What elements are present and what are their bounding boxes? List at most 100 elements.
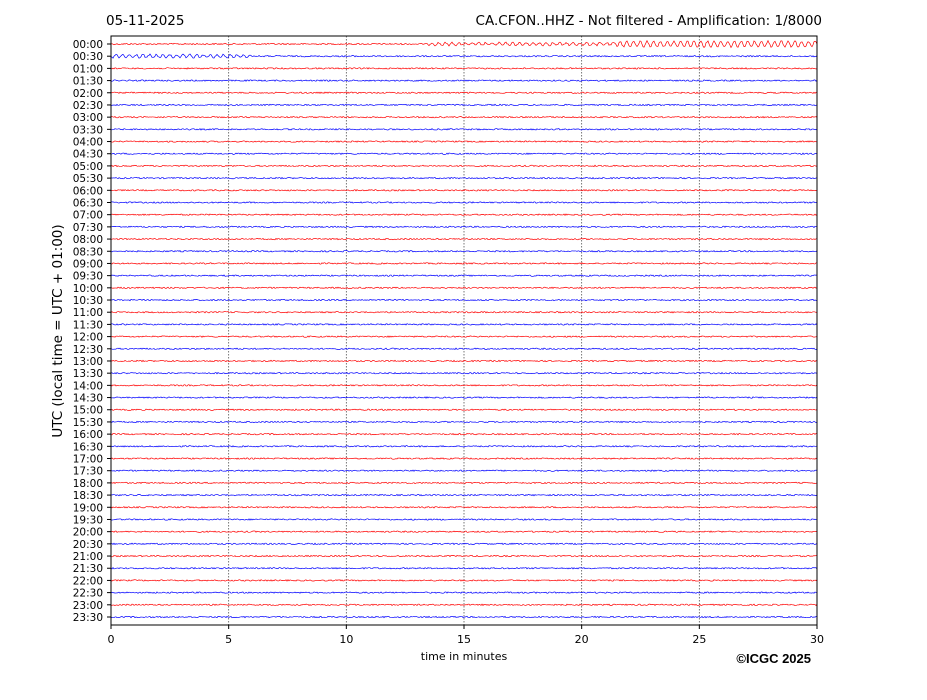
y-tick-label: 20:00 (73, 527, 103, 539)
trace-1900 (110, 506, 818, 509)
x-tick-label: 0 (108, 633, 115, 646)
x-tick-label: 30 (810, 633, 824, 646)
y-tick-label: 03:00 (73, 112, 103, 124)
trace-1700 (110, 457, 818, 460)
y-axis: 00:0000:3001:0001:3002:0002:3003:0003:30… (73, 39, 111, 624)
trace-0900 (110, 262, 818, 265)
trace-1500 (110, 408, 818, 411)
y-tick-label: 09:00 (73, 258, 103, 270)
trace-1230 (110, 347, 818, 350)
y-tick-label: 22:30 (73, 588, 103, 600)
trace-0930 (110, 274, 818, 277)
x-axis-label: time in minutes (421, 650, 508, 663)
y-tick-label: 10:00 (73, 283, 103, 295)
y-tick-label: 21:00 (73, 551, 103, 563)
trace-1100 (110, 311, 818, 314)
traces (110, 39, 818, 619)
trace-1000 (110, 286, 818, 290)
trace-1830 (110, 493, 818, 497)
trace-0500 (110, 164, 818, 168)
y-tick-label: 12:30 (73, 344, 103, 356)
y-tick-label: 19:00 (73, 502, 103, 514)
y-tick-label: 11:00 (73, 307, 103, 319)
trace-1730 (110, 469, 818, 472)
trace-0430 (110, 152, 818, 155)
trace-2300 (110, 603, 818, 607)
trace-2200 (110, 579, 818, 582)
y-tick-label: 16:30 (73, 441, 103, 453)
trace-2230 (110, 591, 818, 594)
x-axis: 0 5 10 15 20 25 30 (108, 625, 824, 646)
trace-0130 (110, 79, 818, 82)
y-tick-label: 05:00 (73, 161, 103, 173)
trace-0530 (110, 176, 818, 180)
x-tick-label: 10 (339, 633, 353, 646)
trace-0830 (110, 250, 818, 253)
y-tick-label: 08:00 (73, 234, 103, 246)
trace-0730 (110, 225, 818, 229)
y-tick-label: 20:30 (73, 539, 103, 551)
y-tick-label: 01:00 (73, 63, 103, 75)
y-tick-label: 19:30 (73, 514, 103, 526)
trace-1130 (110, 323, 818, 326)
y-tick-label: 06:00 (73, 185, 103, 197)
y-tick-label: 07:30 (73, 222, 103, 234)
y-tick-label: 06:30 (73, 197, 103, 209)
trace-1600 (110, 432, 818, 436)
x-tick-label: 5 (225, 633, 232, 646)
trace-1300 (110, 359, 818, 363)
y-axis-label: UTC (local time = UTC + 01:00) (50, 224, 66, 437)
y-tick-label: 10:30 (73, 295, 103, 307)
y-tick-label: 12:00 (73, 332, 103, 344)
x-tick-label: 25 (692, 633, 706, 646)
y-tick-label: 02:00 (73, 88, 103, 100)
y-tick-label: 07:00 (73, 210, 103, 222)
chart-title: CA.CFON..HHZ - Not filtered - Amplificat… (476, 13, 822, 29)
y-tick-label: 09:30 (73, 271, 103, 283)
y-tick-label: 00:00 (73, 39, 103, 51)
y-tick-label: 02:30 (73, 100, 103, 112)
trace-0230 (110, 103, 818, 107)
trace-0330 (110, 128, 818, 131)
y-tick-label: 16:00 (73, 429, 103, 441)
trace-0400 (110, 140, 818, 143)
copyright: ©ICGC 2025 (736, 651, 811, 666)
trace-1200 (110, 335, 818, 338)
trace-0000 (110, 39, 818, 49)
trace-0200 (110, 91, 818, 94)
grid-lines (228, 36, 700, 625)
trace-1530 (110, 420, 818, 424)
y-tick-label: 13:00 (73, 356, 103, 368)
trace-0630 (110, 201, 818, 204)
trace-2030 (110, 542, 818, 546)
y-tick-label: 13:30 (73, 368, 103, 380)
trace-0100 (110, 67, 818, 70)
chart-date: 05-11-2025 (106, 13, 184, 29)
trace-2130 (110, 566, 818, 570)
y-tick-label: 17:30 (73, 466, 103, 478)
trace-0700 (110, 213, 818, 216)
y-tick-label: 17:00 (73, 454, 103, 466)
y-tick-label: 15:30 (73, 417, 103, 429)
y-tick-label: 23:30 (73, 612, 103, 624)
trace-1400 (110, 384, 818, 387)
trace-0600 (110, 189, 818, 192)
plot-frame (110, 35, 818, 626)
y-tick-label: 04:30 (73, 149, 103, 161)
y-tick-label: 14:30 (73, 393, 103, 405)
x-tick-label: 15 (457, 633, 471, 646)
trace-0800 (110, 237, 818, 241)
trace-0030 (110, 53, 818, 59)
trace-1800 (110, 481, 818, 485)
trace-1030 (110, 298, 818, 302)
trace-2330 (110, 615, 818, 619)
trace-2100 (110, 554, 818, 558)
y-tick-label: 18:30 (73, 490, 103, 502)
y-tick-label: 01:30 (73, 76, 103, 88)
y-tick-label: 18:00 (73, 478, 103, 490)
y-tick-label: 00:30 (73, 51, 103, 63)
y-tick-label: 05:30 (73, 173, 103, 185)
y-tick-label: 11:30 (73, 319, 103, 331)
y-tick-label: 08:30 (73, 246, 103, 258)
